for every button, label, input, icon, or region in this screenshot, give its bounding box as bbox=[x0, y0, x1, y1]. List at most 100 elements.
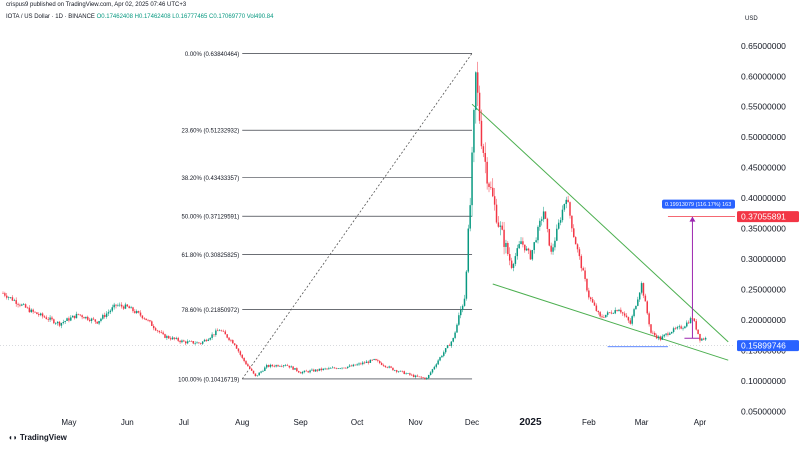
candle-body bbox=[124, 304, 127, 309]
candle-body bbox=[623, 313, 626, 316]
wedge-upper-line bbox=[471, 103, 729, 343]
candle-body bbox=[655, 335, 658, 339]
candle-body bbox=[493, 196, 496, 205]
candle-body bbox=[695, 321, 697, 330]
candle-body bbox=[292, 366, 294, 370]
candle-body bbox=[437, 360, 439, 365]
candle-body bbox=[546, 218, 549, 229]
candle-body bbox=[625, 315, 628, 318]
measure-arrow-head bbox=[689, 216, 696, 222]
candle-body bbox=[527, 248, 530, 251]
candle-body bbox=[194, 343, 196, 344]
candle-body bbox=[599, 312, 601, 317]
candle-body bbox=[363, 362, 366, 364]
candle-body bbox=[139, 312, 142, 316]
candle-body bbox=[405, 373, 407, 375]
candle-body bbox=[38, 314, 40, 316]
candle-body bbox=[54, 323, 57, 324]
candle-body bbox=[554, 240, 556, 248]
fib-trend-diagonal bbox=[241, 53, 473, 380]
candle-body bbox=[687, 322, 690, 324]
candle-body bbox=[486, 161, 488, 184]
candle-body bbox=[32, 309, 34, 312]
candle-body bbox=[288, 365, 291, 368]
candle-body bbox=[693, 318, 696, 322]
candle-body bbox=[168, 336, 170, 339]
candle-body bbox=[152, 325, 155, 329]
candle-body bbox=[207, 339, 210, 341]
candle-body bbox=[484, 152, 486, 162]
candle-body bbox=[269, 364, 272, 367]
candle-body bbox=[508, 254, 511, 261]
candle-body bbox=[569, 202, 571, 216]
candle-body bbox=[591, 299, 594, 303]
candle-body bbox=[574, 237, 577, 245]
candle-body bbox=[70, 317, 72, 321]
candle-body bbox=[642, 283, 645, 296]
candle-body bbox=[606, 312, 609, 315]
tradingview-watermark: ◖◗ TradingView bbox=[8, 433, 67, 442]
candle-body bbox=[192, 341, 195, 344]
candle-body bbox=[169, 338, 172, 340]
candle-body bbox=[203, 339, 206, 342]
candle-body bbox=[43, 316, 46, 318]
candle-body bbox=[213, 334, 215, 336]
candle-body bbox=[346, 366, 349, 368]
candle-body bbox=[132, 307, 134, 312]
y-tick-label: 0.10000000 bbox=[741, 376, 786, 386]
fib-level-label: 38.20% (0.43433357) bbox=[182, 176, 240, 182]
candle-body bbox=[499, 225, 502, 227]
candle-body bbox=[354, 364, 357, 366]
candle-body bbox=[441, 355, 443, 358]
candle-body bbox=[674, 328, 677, 329]
candle-body bbox=[64, 321, 66, 322]
candle-body bbox=[701, 338, 703, 341]
candle-body bbox=[548, 228, 551, 246]
candle-body bbox=[697, 329, 699, 334]
candle-body bbox=[211, 334, 213, 338]
candle-body bbox=[691, 318, 694, 319]
candle-body bbox=[17, 303, 19, 305]
measure-badge bbox=[662, 199, 735, 209]
candle-body bbox=[128, 306, 130, 309]
candle-body bbox=[567, 199, 569, 203]
candle-body bbox=[684, 326, 686, 329]
tradingview-logo-icon: ◖◗ bbox=[8, 433, 18, 442]
candle-body bbox=[71, 315, 74, 318]
candle-body bbox=[704, 337, 707, 340]
candle-body bbox=[672, 328, 675, 332]
candle-body bbox=[85, 316, 87, 319]
candle-body bbox=[702, 338, 705, 340]
y-tick-label: 0.65000000 bbox=[741, 41, 786, 51]
candle-body bbox=[30, 309, 33, 313]
candle-body bbox=[215, 330, 217, 336]
candle-body bbox=[603, 317, 605, 318]
candle-body bbox=[256, 375, 259, 377]
candle-body bbox=[614, 310, 616, 314]
candle-body bbox=[94, 319, 97, 322]
fibonacci-retracement: 0.00% (0.63840464) 23.60% (0.51232932) 38.… bbox=[178, 52, 473, 383]
candle-body bbox=[605, 314, 607, 318]
candle-body bbox=[267, 365, 270, 367]
candle-body bbox=[137, 311, 140, 313]
candle-body bbox=[378, 361, 381, 364]
candle-body bbox=[237, 348, 240, 352]
candle-body bbox=[382, 364, 385, 366]
candle-body bbox=[339, 368, 341, 369]
candle-body bbox=[92, 318, 95, 320]
candle-body bbox=[424, 377, 426, 379]
fib-level-label: 50.00% (0.37129591) bbox=[182, 215, 240, 221]
candle-body bbox=[15, 300, 17, 304]
candle-body bbox=[324, 368, 326, 370]
candle-body bbox=[13, 300, 16, 301]
candle-body bbox=[520, 241, 522, 245]
candle-body bbox=[650, 324, 652, 333]
candle-body bbox=[109, 310, 112, 313]
watermark-text: TradingView bbox=[19, 433, 67, 442]
candle-body bbox=[433, 366, 436, 370]
candle-body bbox=[629, 320, 632, 324]
candle-body bbox=[328, 368, 330, 369]
y-tick-label: 0.40000000 bbox=[741, 193, 786, 203]
